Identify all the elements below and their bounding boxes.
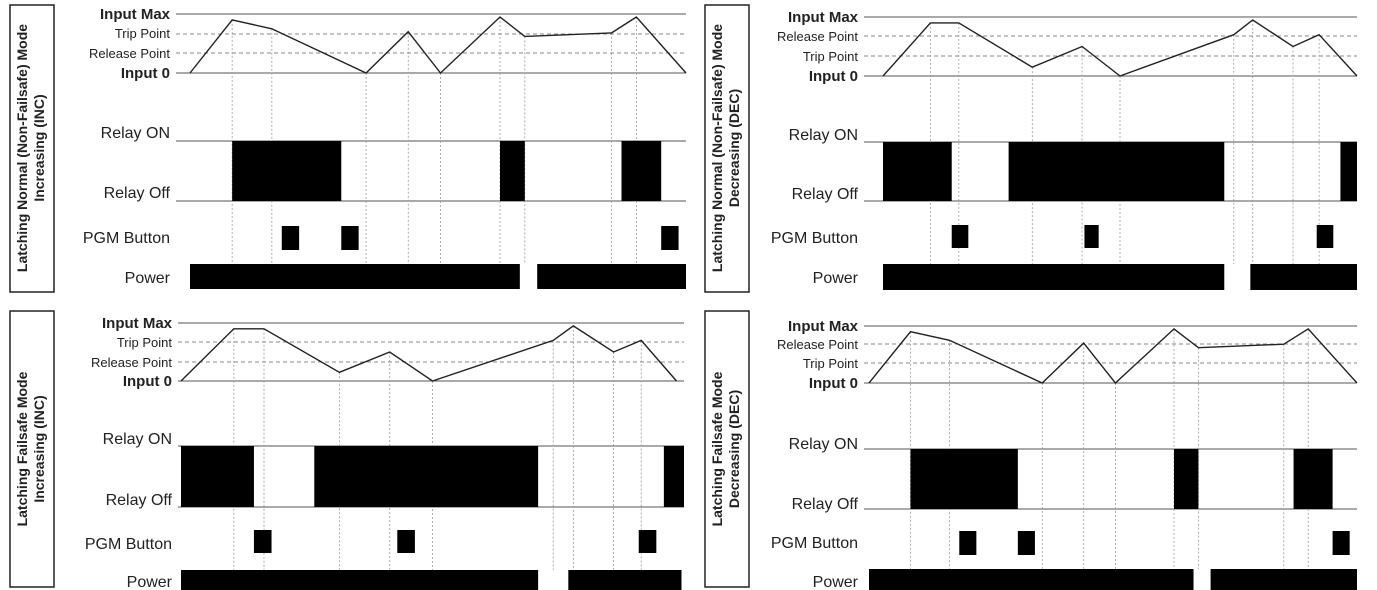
- relay-on-block: [663, 446, 684, 507]
- side-label-line2: Decreasing (DEC): [726, 89, 742, 207]
- level-label-upper: Trip Point: [117, 335, 173, 350]
- power-bar: [883, 264, 1225, 290]
- pgm-button-press: [661, 226, 679, 250]
- signal-label-power: Power: [125, 270, 171, 287]
- signal-label-pgm: PGM Button: [771, 535, 858, 552]
- pgm-button-press: [281, 226, 300, 250]
- level-label-lower: Release Point: [89, 46, 170, 61]
- pgm-button-press: [959, 531, 977, 555]
- relay-on-block: [1174, 449, 1199, 509]
- relay-on-block: [883, 142, 952, 201]
- relay-on-block: [232, 141, 342, 201]
- signal-label-relay-on: Relay ON: [789, 127, 858, 144]
- power-bar: [1210, 569, 1357, 590]
- level-label-max: Input Max: [788, 9, 859, 26]
- relay-on-block: [500, 141, 525, 201]
- relay-on-block: [314, 446, 539, 507]
- pgm-button-press: [1332, 531, 1350, 555]
- pgm-button-press: [341, 226, 359, 250]
- side-label-line2: Increasing (INC): [31, 395, 47, 502]
- signal-label-power: Power: [813, 270, 859, 287]
- level-label-upper: Release Point: [777, 337, 858, 352]
- pgm-button-press: [1316, 225, 1334, 248]
- level-label-lower: Release Point: [91, 355, 172, 370]
- input-waveform: [189, 16, 687, 75]
- panel-normal-inc: Latching Normal (Non-Failsafe) Mode Incr…: [9, 4, 687, 293]
- signal-label-relay-off: Relay Off: [792, 186, 859, 203]
- plot-area: [176, 13, 687, 289]
- pgm-button-press: [638, 530, 657, 553]
- pgm-button-press: [1084, 225, 1099, 248]
- power-bar: [1250, 264, 1357, 290]
- level-label-upper: Release Point: [777, 29, 858, 44]
- side-label-line2: Increasing (INC): [31, 94, 47, 201]
- level-label-max: Input Max: [788, 318, 859, 335]
- signal-label-power: Power: [813, 574, 859, 590]
- side-label-box: [9, 4, 55, 293]
- pgm-button-press: [1017, 531, 1035, 555]
- signal-label-relay-on: Relay ON: [789, 436, 858, 453]
- level-label-max: Input Max: [100, 6, 171, 23]
- power-bar: [869, 569, 1194, 590]
- input-waveform: [882, 19, 1358, 77]
- panel-failsafe-dec: Latching Failsafe Mode Decreasing (DEC) …: [704, 310, 1358, 590]
- level-label-zero: Input 0: [123, 373, 172, 390]
- signal-label-pgm: PGM Button: [771, 230, 858, 247]
- level-label-zero: Input 0: [809, 68, 858, 85]
- side-label-box: [704, 4, 750, 293]
- panel-failsafe-inc: Latching Failsafe Mode Increasing (INC) …: [9, 310, 684, 590]
- side-label-box: [704, 310, 750, 588]
- signal-label-relay-off: Relay Off: [106, 492, 173, 509]
- power-bar: [190, 264, 520, 289]
- input-waveform: [868, 327, 1358, 385]
- level-label-upper: Trip Point: [115, 26, 171, 41]
- side-label-line1: Latching Normal (Non-Failsafe) Mode: [709, 24, 725, 272]
- pgm-button-press: [951, 225, 969, 248]
- signal-label-relay-off: Relay Off: [104, 185, 171, 202]
- level-label-lower: Trip Point: [803, 49, 859, 64]
- power-bar: [537, 264, 686, 289]
- signal-label-relay-on: Relay ON: [101, 125, 170, 142]
- level-label-lower: Trip Point: [803, 356, 859, 371]
- relay-on-block: [1293, 449, 1333, 509]
- power-bar: [181, 570, 539, 590]
- plot-area: [178, 322, 684, 590]
- panel-normal-dec: Latching Normal (Non-Failsafe) Mode Decr…: [704, 4, 1358, 293]
- relay-on-block: [1008, 142, 1225, 201]
- power-bar: [568, 570, 682, 590]
- signal-label-relay-off: Relay Off: [792, 496, 859, 513]
- input-waveform: [180, 325, 678, 382]
- signal-label-pgm: PGM Button: [83, 230, 170, 247]
- plot-area: [864, 16, 1358, 290]
- signal-label-power: Power: [127, 574, 173, 590]
- level-label-zero: Input 0: [809, 375, 858, 392]
- side-label-box: [9, 310, 55, 588]
- relay-on-block: [621, 141, 662, 201]
- side-label-line2: Decreasing (DEC): [726, 390, 742, 508]
- side-label-line1: Latching Normal (Non-Failsafe) Mode: [14, 24, 30, 272]
- pgm-button-press: [397, 530, 415, 553]
- level-label-zero: Input 0: [121, 65, 170, 82]
- pgm-button-press: [253, 530, 272, 553]
- plot-area: [864, 325, 1358, 590]
- relay-on-block: [910, 449, 1018, 509]
- side-label-line1: Latching Failsafe Mode: [709, 371, 725, 526]
- relay-on-block: [181, 446, 254, 507]
- relay-on-block: [1340, 142, 1357, 201]
- side-label-line1: Latching Failsafe Mode: [14, 371, 30, 526]
- signal-label-pgm: PGM Button: [85, 536, 172, 553]
- signal-label-relay-on: Relay ON: [103, 431, 172, 448]
- level-label-max: Input Max: [102, 315, 173, 332]
